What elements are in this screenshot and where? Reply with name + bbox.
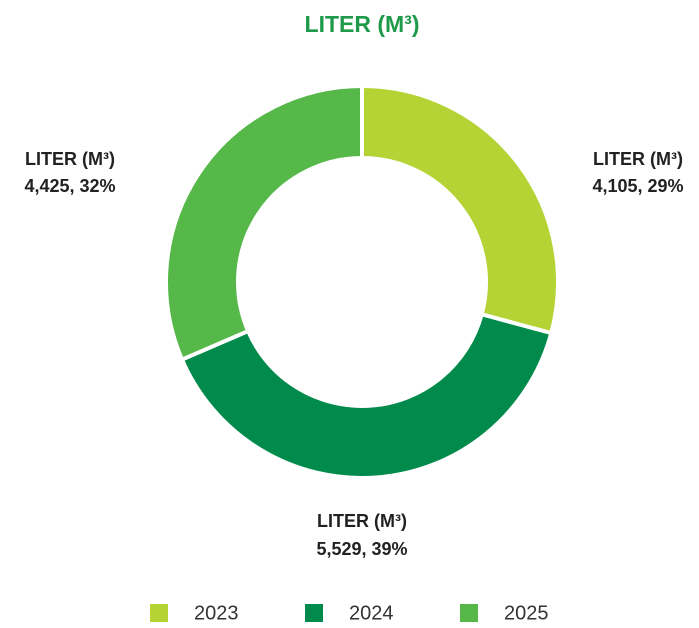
donut-slice bbox=[360, 83, 560, 336]
slice-value-label: 4,105, 29% bbox=[592, 176, 683, 196]
donut-slice bbox=[164, 83, 364, 363]
legend-swatch bbox=[305, 604, 323, 622]
legend-label: 2023 bbox=[194, 602, 239, 624]
slice-value-label: 5,529, 39% bbox=[316, 539, 407, 559]
slice-series-label: LITER (M³) bbox=[317, 511, 407, 531]
legend-swatch bbox=[460, 604, 478, 622]
slice-series-label: LITER (M³) bbox=[25, 149, 115, 169]
slice-series-label: LITER (M³) bbox=[593, 149, 683, 169]
legend-label: 2025 bbox=[504, 602, 549, 624]
chart-title: LITER (M³) bbox=[305, 11, 420, 37]
slice-value-label: 4,425, 32% bbox=[24, 176, 115, 196]
legend-label: 2024 bbox=[349, 602, 394, 624]
donut-slice bbox=[179, 311, 554, 480]
legend-swatch bbox=[150, 604, 168, 622]
